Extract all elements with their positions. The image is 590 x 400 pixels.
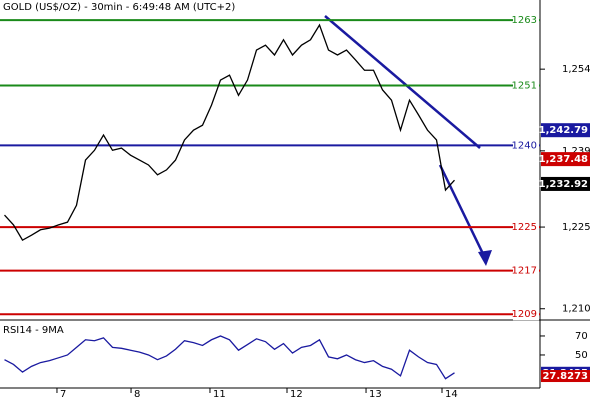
rsi-line [4, 335, 455, 380]
level-label: 1209 [512, 309, 537, 320]
forecast-arrow [438, 164, 488, 261]
price-tag [541, 176, 590, 191]
arrow-head [478, 250, 492, 266]
price-tag-label: 1,242.79 [539, 125, 588, 136]
price-line [4, 23, 455, 242]
level-label: 1217 [512, 266, 537, 277]
level-label-box [513, 79, 539, 92]
x-tick-label: 8 [134, 389, 140, 400]
trend-line [324, 15, 481, 149]
y-tick-label: 1,225 [562, 222, 590, 233]
x-tick-label: 12 [290, 389, 303, 400]
rsi-tag [541, 370, 590, 383]
y-tick-label: 1,254 [562, 64, 590, 75]
level-label: 1240 [512, 140, 537, 151]
price-tag [541, 152, 590, 167]
y-tick-label: 1,239 [562, 146, 590, 157]
price-tag-label: 1,237.48 [539, 154, 588, 165]
level-label-box [513, 308, 539, 321]
x-tick-label: 13 [369, 389, 382, 400]
rsi-tick-label: 70 [575, 331, 588, 342]
x-tick-label: 11 [213, 389, 226, 400]
level-label-box [513, 14, 539, 27]
level-label: 1251 [512, 80, 537, 91]
level-label-box [513, 139, 539, 152]
y-tick-label: 1,210 [562, 304, 590, 315]
chart-title: GOLD (US$/OZ) - 30min - 6:49:48 AM (UTC+… [3, 2, 235, 13]
level-label: 1263 [512, 15, 537, 26]
level-label-box [513, 221, 539, 234]
price-tag [541, 123, 590, 138]
level-label: 1225 [512, 222, 537, 233]
rsi-tag-label: 27.8273 [542, 371, 588, 382]
x-tick-label: 14 [445, 389, 458, 400]
rsi-title: RSI14 - 9MA [3, 325, 64, 336]
level-label-box [513, 264, 539, 277]
rsi-tick-label: 50 [575, 350, 588, 361]
price-tag-label: 1,232.92 [539, 179, 588, 190]
x-tick-label: 7 [60, 389, 66, 400]
